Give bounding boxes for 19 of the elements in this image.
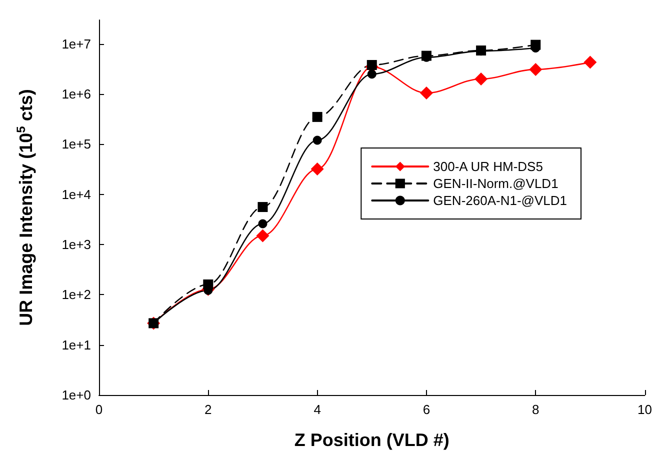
legend-label: 300-A UR HM-DS5 xyxy=(433,159,543,174)
y-tick-label: 1e+0 xyxy=(62,388,91,402)
x-tick-label: 2 xyxy=(204,402,212,417)
x-tick-label: 10 xyxy=(638,402,652,417)
y-tick-label: 1e+7 xyxy=(62,36,91,52)
y-tick-label: 1e+6 xyxy=(62,86,91,102)
x-tick-label: 0 xyxy=(95,402,103,417)
y-tick-label: 1e+4 xyxy=(62,186,91,202)
legend-label: GEN-II-Norm.@VLD1 xyxy=(433,176,558,191)
x-tick-label: 6 xyxy=(422,402,430,417)
y-tick-label: 1e+5 xyxy=(62,136,91,152)
y-tick-label: 1e+2 xyxy=(62,287,91,302)
legend-label: GEN-260A-N1-@VLD1 xyxy=(433,193,568,208)
y-axis-title: UR Image Intensity (105 cts) xyxy=(14,89,36,326)
x-tick-label: 8 xyxy=(532,402,540,417)
x-tick-label: 4 xyxy=(314,402,321,417)
x-axis-title: Z Position (VLD #) xyxy=(294,430,450,450)
y-tick-label: 1e+3 xyxy=(62,237,91,252)
y-tick-label: 1e+1 xyxy=(62,337,91,352)
